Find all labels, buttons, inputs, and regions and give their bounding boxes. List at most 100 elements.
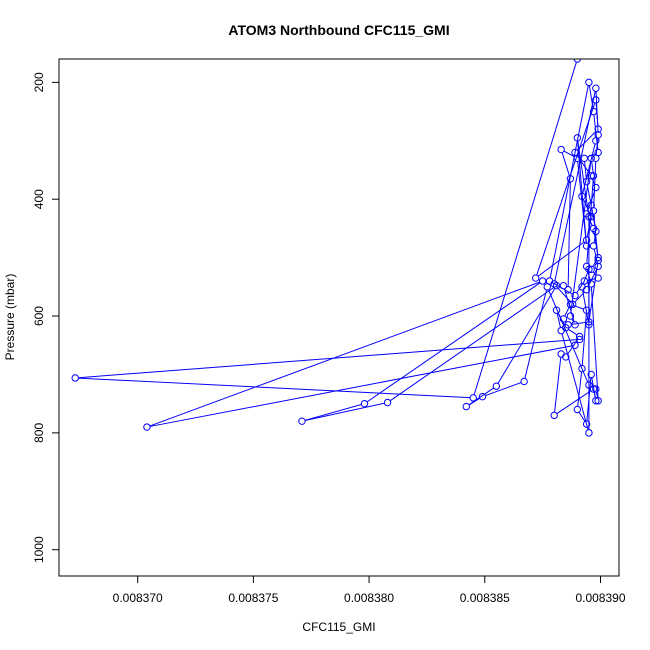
series-segment (593, 392, 596, 398)
series-segment (586, 269, 591, 281)
data-point (580, 154, 588, 163)
data-point (594, 274, 602, 282)
series-segment (537, 241, 585, 277)
series-segment (591, 161, 594, 173)
data-point (559, 315, 568, 323)
x-tick-label: 0.008390 (575, 591, 625, 605)
data-point (573, 154, 582, 163)
data-point (557, 350, 565, 358)
series-segment (78, 339, 577, 379)
series-segment (595, 138, 599, 156)
data-point (143, 423, 151, 431)
data-point (592, 183, 600, 192)
data-point (582, 420, 591, 428)
data-point (585, 318, 593, 326)
data-point (578, 364, 586, 373)
data-point (566, 312, 575, 320)
series-segment (556, 390, 592, 414)
series-segment (366, 282, 541, 403)
data-point (585, 429, 593, 437)
data-point (589, 107, 598, 116)
series-segment (149, 345, 572, 427)
series-segment (389, 287, 555, 402)
series-segment (593, 234, 596, 243)
data-point (587, 172, 595, 180)
series-segment (568, 329, 578, 336)
data-point (585, 78, 593, 87)
series-segment (571, 321, 586, 325)
series-segment (582, 143, 596, 194)
series-segment (595, 392, 599, 398)
data-point (566, 175, 575, 183)
series-segment (578, 411, 586, 422)
data-point (587, 280, 595, 288)
series-segment (304, 402, 385, 421)
series-segment (577, 140, 589, 214)
y-tick-label: 200 (32, 72, 46, 92)
data-point (573, 405, 582, 414)
series-segment (563, 150, 575, 158)
data-point (592, 96, 600, 104)
y-tick-label: 800 (32, 423, 46, 443)
series-segment (586, 178, 594, 264)
data-point (469, 394, 477, 402)
series-segment (149, 281, 540, 427)
data-point (383, 398, 392, 407)
data-point (566, 300, 575, 309)
data-point (587, 154, 595, 163)
data-point (592, 385, 600, 393)
series-segment (564, 307, 570, 317)
series-segment (587, 269, 598, 288)
x-tick-label: 0.008375 (228, 591, 278, 605)
data-point (564, 286, 572, 294)
data-point (559, 281, 568, 290)
data-point (71, 374, 79, 382)
data-point (557, 326, 565, 335)
data-point (594, 125, 602, 133)
data-point (569, 300, 577, 309)
data-point (571, 291, 579, 300)
data-point (589, 385, 598, 393)
series-segment (577, 371, 583, 407)
series-segment (468, 387, 494, 406)
data-point (587, 370, 595, 379)
series-segment (590, 287, 599, 398)
series-segment (582, 289, 589, 322)
data-point (462, 402, 470, 411)
x-tick-label: 0.008370 (113, 591, 163, 605)
data-point (550, 411, 558, 420)
series-segment (497, 288, 556, 384)
y-axis-label: Pressure (mbar) (3, 274, 17, 361)
data-point (578, 192, 586, 200)
y-tick-label: 1000 (32, 536, 46, 563)
data-point (582, 242, 591, 250)
data-point (562, 353, 570, 361)
series-segment (473, 61, 577, 395)
plot-frame (58, 58, 620, 577)
data-point (582, 177, 591, 186)
data-point (478, 392, 487, 401)
series-segment (570, 161, 592, 313)
series-layer (71, 59, 602, 437)
data-point (538, 277, 547, 285)
data-point (360, 399, 369, 408)
data-point (582, 306, 591, 314)
data-point (592, 227, 600, 236)
data-point (592, 84, 600, 92)
data-point (573, 134, 582, 142)
series-segment (554, 91, 596, 281)
data-point (585, 213, 593, 221)
series-segment (571, 318, 574, 323)
series-segment (556, 313, 561, 328)
data-point (552, 281, 561, 290)
series-segment (584, 161, 587, 179)
data-point (298, 417, 306, 425)
data-point (589, 242, 598, 250)
series-segment (577, 161, 587, 243)
chart-title: ATOM3 Northbound CFC115_GMI (228, 22, 449, 38)
series-segment (561, 333, 589, 430)
y-tick-label: 400 (32, 189, 46, 209)
series-segment (576, 283, 583, 294)
series-segment (78, 377, 471, 399)
